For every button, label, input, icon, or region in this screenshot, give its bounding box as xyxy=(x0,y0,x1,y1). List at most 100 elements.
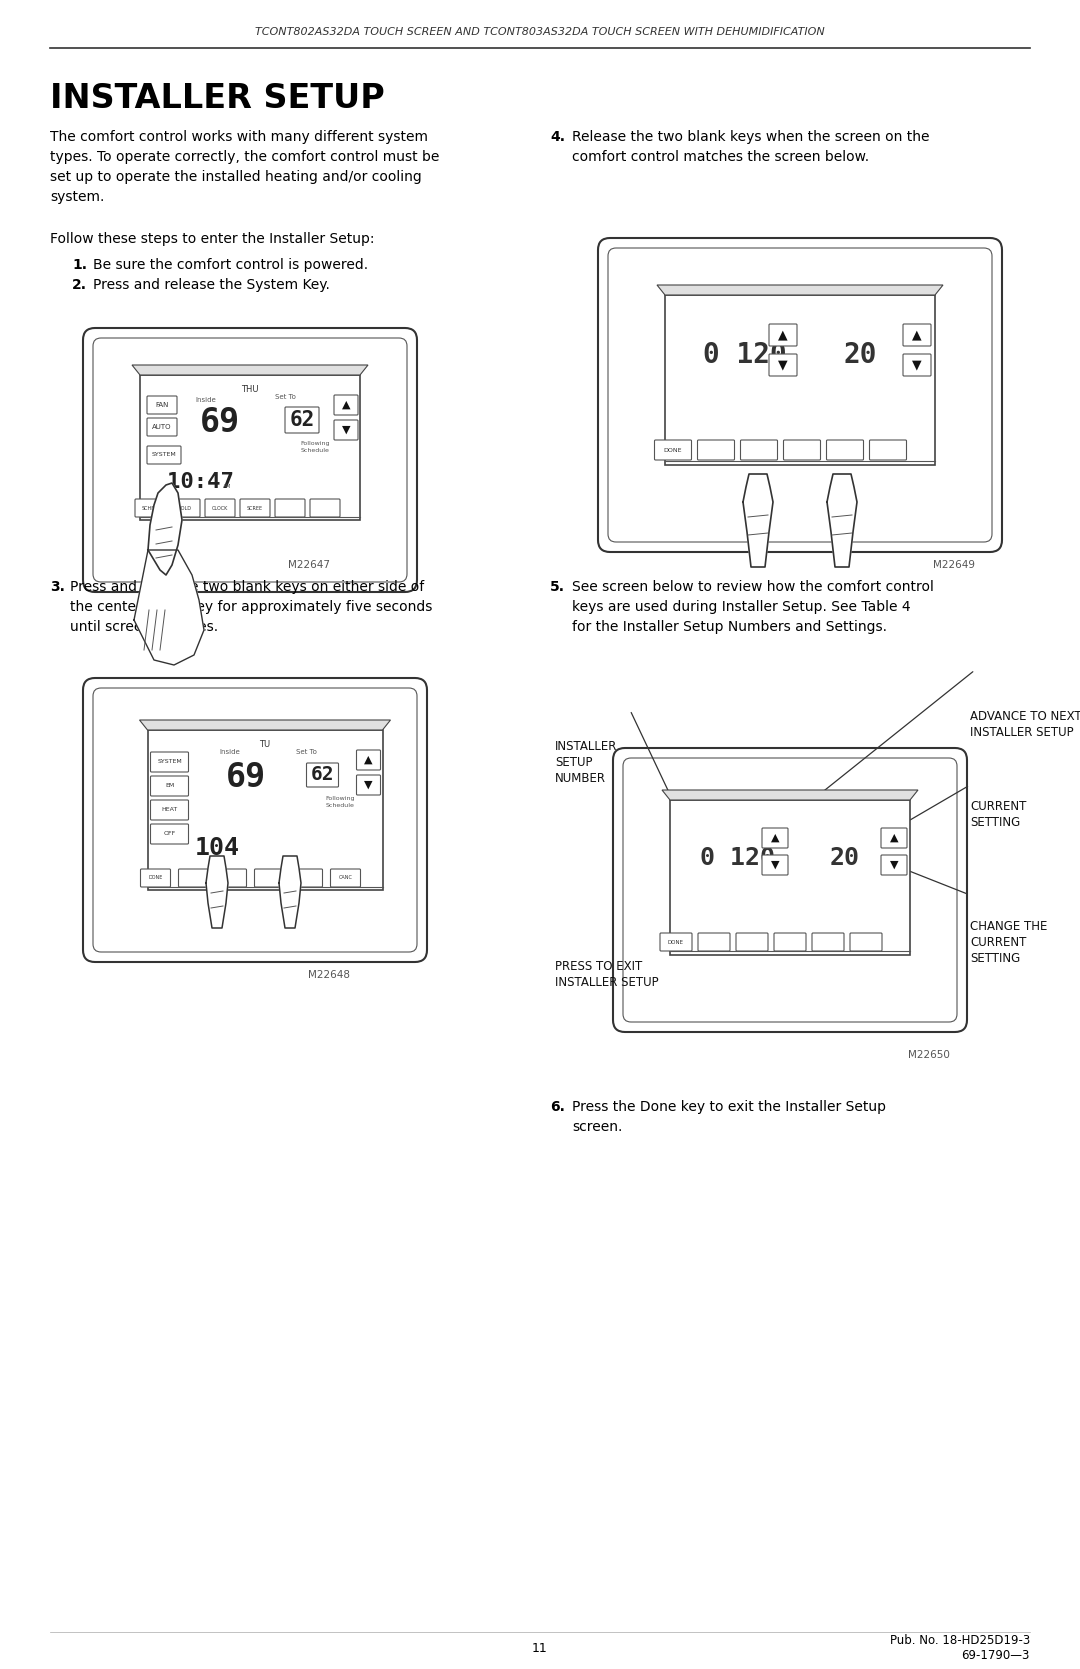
Text: AUTO: AUTO xyxy=(152,424,172,431)
FancyBboxPatch shape xyxy=(762,855,788,875)
FancyBboxPatch shape xyxy=(147,396,177,414)
FancyBboxPatch shape xyxy=(869,441,906,461)
Text: DONE: DONE xyxy=(148,876,163,881)
Text: FAN: FAN xyxy=(156,402,168,407)
FancyBboxPatch shape xyxy=(140,870,171,886)
FancyBboxPatch shape xyxy=(769,354,797,376)
FancyBboxPatch shape xyxy=(93,688,417,951)
FancyBboxPatch shape xyxy=(613,748,967,1031)
Polygon shape xyxy=(279,856,301,928)
Text: The comfort control works with many different system
types. To operate correctly: The comfort control works with many diff… xyxy=(50,130,440,204)
FancyBboxPatch shape xyxy=(178,870,208,886)
FancyBboxPatch shape xyxy=(147,417,177,436)
Text: ▼: ▼ xyxy=(890,860,899,870)
Text: ▲: ▲ xyxy=(779,329,787,342)
FancyBboxPatch shape xyxy=(741,441,778,461)
Text: 6.: 6. xyxy=(550,1100,565,1113)
FancyBboxPatch shape xyxy=(240,499,270,517)
FancyBboxPatch shape xyxy=(665,295,935,466)
Text: 69: 69 xyxy=(226,761,266,794)
Text: Inside: Inside xyxy=(219,749,240,754)
Text: ▲: ▲ xyxy=(341,401,350,411)
Text: AM: AM xyxy=(222,484,231,489)
FancyBboxPatch shape xyxy=(881,855,907,875)
Text: Set To: Set To xyxy=(296,749,316,754)
FancyBboxPatch shape xyxy=(903,354,931,376)
Text: 69: 69 xyxy=(200,407,240,439)
Polygon shape xyxy=(827,474,858,567)
FancyBboxPatch shape xyxy=(150,824,189,845)
FancyBboxPatch shape xyxy=(148,729,382,890)
Text: ▲: ▲ xyxy=(771,833,780,843)
FancyBboxPatch shape xyxy=(334,396,357,416)
Text: Follow these steps to enter the Installer Setup:: Follow these steps to enter the Installe… xyxy=(50,232,375,245)
FancyBboxPatch shape xyxy=(83,678,427,961)
Text: PRESS TO EXIT
INSTALLER SETUP: PRESS TO EXIT INSTALLER SETUP xyxy=(555,960,659,990)
Text: 11: 11 xyxy=(532,1642,548,1654)
Text: Following
Schedule: Following Schedule xyxy=(300,441,329,452)
Polygon shape xyxy=(662,789,918,799)
Text: 69-1790—3: 69-1790—3 xyxy=(961,1649,1030,1662)
Text: ▲: ▲ xyxy=(890,833,899,843)
FancyBboxPatch shape xyxy=(881,828,907,848)
Polygon shape xyxy=(743,474,773,567)
Text: CURRENT
SETTING: CURRENT SETTING xyxy=(970,799,1026,829)
FancyBboxPatch shape xyxy=(670,799,910,955)
Text: THU: THU xyxy=(241,386,259,394)
Text: ▼: ▼ xyxy=(779,359,787,372)
FancyBboxPatch shape xyxy=(216,870,246,886)
Text: ▼: ▼ xyxy=(913,359,922,372)
FancyBboxPatch shape xyxy=(850,933,882,951)
Text: M22650: M22650 xyxy=(908,1050,950,1060)
FancyBboxPatch shape xyxy=(310,499,340,517)
FancyBboxPatch shape xyxy=(762,828,788,848)
FancyBboxPatch shape xyxy=(735,933,768,951)
Text: DONE: DONE xyxy=(664,447,683,452)
Text: INSTALLER SETUP: INSTALLER SETUP xyxy=(50,82,384,115)
Text: 62: 62 xyxy=(289,411,314,431)
FancyBboxPatch shape xyxy=(660,933,692,951)
FancyBboxPatch shape xyxy=(147,446,181,464)
FancyBboxPatch shape xyxy=(654,441,691,461)
Text: SYSTEM: SYSTEM xyxy=(157,759,181,764)
Text: 20: 20 xyxy=(843,340,877,369)
Text: Press the Done key to exit the Installer Setup
screen.: Press the Done key to exit the Installer… xyxy=(572,1100,886,1133)
Text: M22649: M22649 xyxy=(933,561,975,571)
FancyBboxPatch shape xyxy=(783,441,821,461)
Text: 0 120: 0 120 xyxy=(703,340,787,369)
Text: 2.: 2. xyxy=(72,279,87,292)
Text: INSTALLER
SETUP
NUMBER: INSTALLER SETUP NUMBER xyxy=(555,739,618,784)
FancyBboxPatch shape xyxy=(774,933,806,951)
FancyBboxPatch shape xyxy=(812,933,843,951)
Text: SYSTEM: SYSTEM xyxy=(151,452,176,457)
FancyBboxPatch shape xyxy=(285,407,319,432)
Text: CHANGE THE
CURRENT
SETTING: CHANGE THE CURRENT SETTING xyxy=(970,920,1048,965)
FancyBboxPatch shape xyxy=(150,753,189,773)
FancyBboxPatch shape xyxy=(83,329,417,592)
Text: 20: 20 xyxy=(831,846,860,870)
FancyBboxPatch shape xyxy=(598,239,1002,552)
Text: 3.: 3. xyxy=(50,581,65,594)
Text: CANC: CANC xyxy=(338,876,352,881)
Text: TCONT802AS32DA TOUCH SCREEN AND TCONT803AS32DA TOUCH SCREEN WITH DEHUMIDIFICATIO: TCONT802AS32DA TOUCH SCREEN AND TCONT803… xyxy=(255,27,825,37)
Polygon shape xyxy=(134,551,204,664)
Text: HEAT: HEAT xyxy=(161,808,177,813)
Text: Be sure the comfort control is powered.: Be sure the comfort control is powered. xyxy=(93,259,368,272)
Text: Following
Schedule: Following Schedule xyxy=(326,796,355,808)
Text: Release the two blank keys when the screen on the
comfort control matches the sc: Release the two blank keys when the scre… xyxy=(572,130,930,164)
Text: ADVANCE TO NEXT
INSTALLER SETUP: ADVANCE TO NEXT INSTALLER SETUP xyxy=(970,709,1080,739)
FancyBboxPatch shape xyxy=(608,249,993,542)
FancyBboxPatch shape xyxy=(140,376,360,521)
Text: Set To: Set To xyxy=(275,394,296,401)
Text: Inside: Inside xyxy=(195,397,216,402)
FancyBboxPatch shape xyxy=(150,776,189,796)
FancyBboxPatch shape xyxy=(826,441,864,461)
Text: ▼: ▼ xyxy=(364,779,373,789)
FancyBboxPatch shape xyxy=(275,499,305,517)
Text: 1.: 1. xyxy=(72,259,87,272)
Text: Press and release the System Key.: Press and release the System Key. xyxy=(93,279,329,292)
Text: CLOCK: CLOCK xyxy=(212,506,228,511)
Polygon shape xyxy=(132,366,368,376)
Polygon shape xyxy=(206,856,228,928)
Text: EM: EM xyxy=(165,783,174,788)
